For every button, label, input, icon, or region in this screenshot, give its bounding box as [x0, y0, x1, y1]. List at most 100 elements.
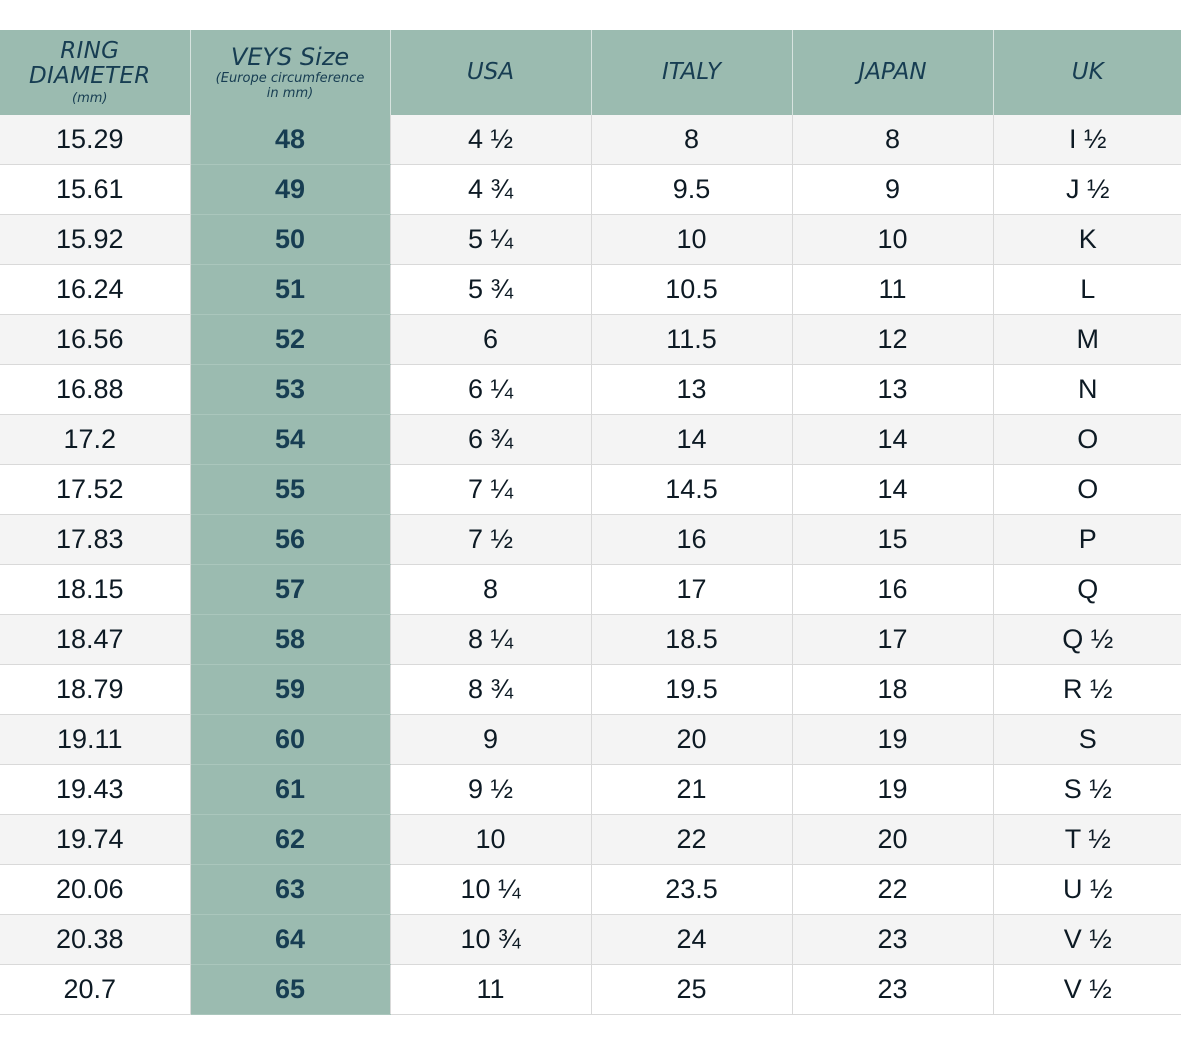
cell-japan: 22: [792, 864, 994, 915]
cell-uk: P: [993, 514, 1181, 565]
cell-japan: 23: [792, 964, 994, 1015]
header-ring-diameter-line1: RING: [60, 38, 120, 65]
cell-usa: 9: [390, 714, 592, 765]
cell-uk: K: [993, 214, 1181, 265]
cell-uk: S: [993, 714, 1181, 765]
cell-italy: 14.5: [591, 464, 793, 515]
cell-usa: 5 ¾: [390, 264, 592, 315]
cell-italy: 20: [591, 714, 793, 765]
cell-veys-size: 48: [190, 115, 391, 165]
cell-italy: 17: [591, 564, 793, 615]
table-row: 15.61 49 4 ¾ 9.5 9 J ½: [0, 164, 1181, 215]
header-uk: UK: [993, 30, 1181, 115]
cell-veys-size: 51: [190, 264, 391, 315]
cell-japan: 15: [792, 514, 994, 565]
cell-italy: 10.5: [591, 264, 793, 315]
table-row: 17.2 54 6 ¾ 14 14 O: [0, 414, 1181, 465]
header-veys-sub1: (Europe circumference: [215, 71, 365, 87]
header-row: RING DIAMETER (mm) VEYS Size (Europe cir…: [0, 30, 1181, 115]
cell-veys-size: 55: [190, 464, 391, 515]
table-row: 20.7 65 11 25 23 V ½: [0, 964, 1181, 1015]
header-ring-diameter-unit: (mm): [72, 90, 108, 106]
cell-usa: 7 ¼: [390, 464, 592, 515]
cell-italy: 13: [591, 364, 793, 415]
cell-japan: 14: [792, 464, 994, 515]
cell-uk: I ½: [993, 115, 1181, 165]
cell-veys-size: 49: [190, 164, 391, 215]
cell-japan: 14: [792, 414, 994, 465]
cell-ring-diameter: 18.15: [0, 564, 191, 615]
cell-japan: 17: [792, 614, 994, 665]
header-uk-label: UK: [1071, 58, 1104, 85]
cell-japan: 23: [792, 914, 994, 965]
cell-italy: 23.5: [591, 864, 793, 915]
cell-japan: 20: [792, 814, 994, 865]
cell-japan: 19: [792, 764, 994, 815]
cell-usa: 6 ¾: [390, 414, 592, 465]
cell-veys-size: 65: [190, 964, 391, 1015]
cell-italy: 25: [591, 964, 793, 1015]
cell-japan: 13: [792, 364, 994, 415]
table-row: 19.43 61 9 ½ 21 19 S ½: [0, 764, 1181, 815]
cell-uk: Q: [993, 564, 1181, 615]
table-row: 15.92 50 5 ¼ 10 10 K: [0, 214, 1181, 265]
cell-usa: 10 ¼: [390, 864, 592, 915]
cell-ring-diameter: 19.11: [0, 714, 191, 765]
cell-uk: J ½: [993, 164, 1181, 215]
table-row: 18.47 58 8 ¼ 18.5 17 Q ½: [0, 614, 1181, 665]
table-row: 18.79 59 8 ¾ 19.5 18 R ½: [0, 664, 1181, 715]
cell-usa: 7 ½: [390, 514, 592, 565]
cell-ring-diameter: 17.52: [0, 464, 191, 515]
cell-italy: 19.5: [591, 664, 793, 715]
cell-ring-diameter: 20.38: [0, 914, 191, 965]
header-veys-size: VEYS Size (Europe circumference in mm): [190, 30, 391, 115]
table-row: 17.83 56 7 ½ 16 15 P: [0, 514, 1181, 565]
cell-uk: Q ½: [993, 614, 1181, 665]
cell-veys-size: 54: [190, 414, 391, 465]
cell-ring-diameter: 17.83: [0, 514, 191, 565]
cell-japan: 11: [792, 264, 994, 315]
cell-japan: 16: [792, 564, 994, 615]
cell-uk: U ½: [993, 864, 1181, 915]
cell-usa: 9 ½: [390, 764, 592, 815]
cell-italy: 9.5: [591, 164, 793, 215]
cell-ring-diameter: 20.7: [0, 964, 191, 1015]
table-row: 20.38 64 10 ¾ 24 23 V ½: [0, 914, 1181, 965]
header-usa: USA: [390, 30, 592, 115]
cell-usa: 8 ¼: [390, 614, 592, 665]
cell-veys-size: 63: [190, 864, 391, 915]
header-italy: ITALY: [591, 30, 793, 115]
cell-ring-diameter: 19.43: [0, 764, 191, 815]
cell-uk: V ½: [993, 964, 1181, 1015]
cell-uk: M: [993, 314, 1181, 365]
cell-usa: 4 ½: [390, 115, 592, 165]
cell-japan: 10: [792, 214, 994, 265]
cell-ring-diameter: 18.79: [0, 664, 191, 715]
cell-ring-diameter: 16.56: [0, 314, 191, 365]
cell-usa: 11: [390, 964, 592, 1015]
header-veys-title: VEYS Size: [230, 43, 350, 71]
cell-uk: V ½: [993, 914, 1181, 965]
cell-italy: 14: [591, 414, 793, 465]
table-row: 16.56 52 6 11.5 12 M: [0, 314, 1181, 365]
cell-veys-size: 61: [190, 764, 391, 815]
cell-ring-diameter: 15.29: [0, 115, 191, 165]
cell-veys-size: 56: [190, 514, 391, 565]
cell-veys-size: 64: [190, 914, 391, 965]
cell-usa: 4 ¾: [390, 164, 592, 215]
cell-uk: S ½: [993, 764, 1181, 815]
cell-veys-size: 59: [190, 664, 391, 715]
cell-usa: 8: [390, 564, 592, 615]
cell-italy: 8: [591, 115, 793, 165]
table-row: 16.24 51 5 ¾ 10.5 11 L: [0, 264, 1181, 315]
cell-usa: 10: [390, 814, 592, 865]
table-row: 16.88 53 6 ¼ 13 13 N: [0, 364, 1181, 415]
cell-veys-size: 50: [190, 214, 391, 265]
cell-italy: 11.5: [591, 314, 793, 365]
cell-japan: 18: [792, 664, 994, 715]
cell-italy: 24: [591, 914, 793, 965]
cell-veys-size: 53: [190, 364, 391, 415]
cell-uk: L: [993, 264, 1181, 315]
